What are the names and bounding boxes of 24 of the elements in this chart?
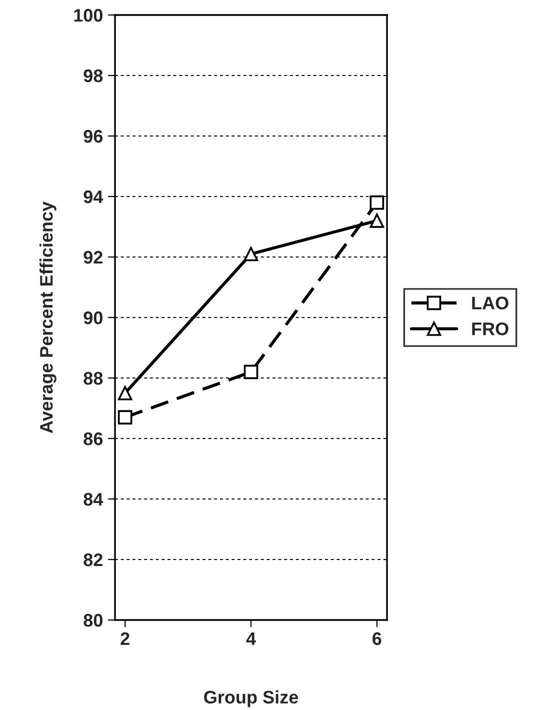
- legend-label: LAO: [472, 296, 508, 310]
- y-axis-title: Average Percent Efficiency: [39, 202, 56, 434]
- point: [118, 386, 132, 400]
- x-tick-label: 2: [120, 632, 130, 645]
- y-tick-label: 94: [84, 190, 104, 204]
- y-tick-label: 96: [84, 130, 103, 143]
- y-tick-label: 82: [84, 553, 102, 566]
- y-tick-label: 92: [84, 250, 102, 264]
- point: [370, 195, 384, 210]
- y-tick-label: 100: [74, 8, 102, 22]
- y-tick-label: 84: [84, 492, 104, 506]
- y-tick-label: 80: [84, 614, 102, 627]
- y-tick-label: 86: [84, 432, 103, 446]
- point: [370, 214, 384, 228]
- x-axis-title: Group Size: [204, 690, 298, 708]
- y-tick-label: 98: [84, 69, 103, 82]
- point: [244, 246, 258, 262]
- point: [244, 364, 258, 380]
- x-tick-label: 4: [246, 632, 256, 645]
- y-tick-label: 90: [84, 311, 102, 324]
- y-tick-label: 88: [84, 372, 103, 385]
- x-tick-label: 6: [372, 632, 382, 646]
- legend-label: FRO: [472, 322, 508, 336]
- point: [118, 410, 132, 424]
